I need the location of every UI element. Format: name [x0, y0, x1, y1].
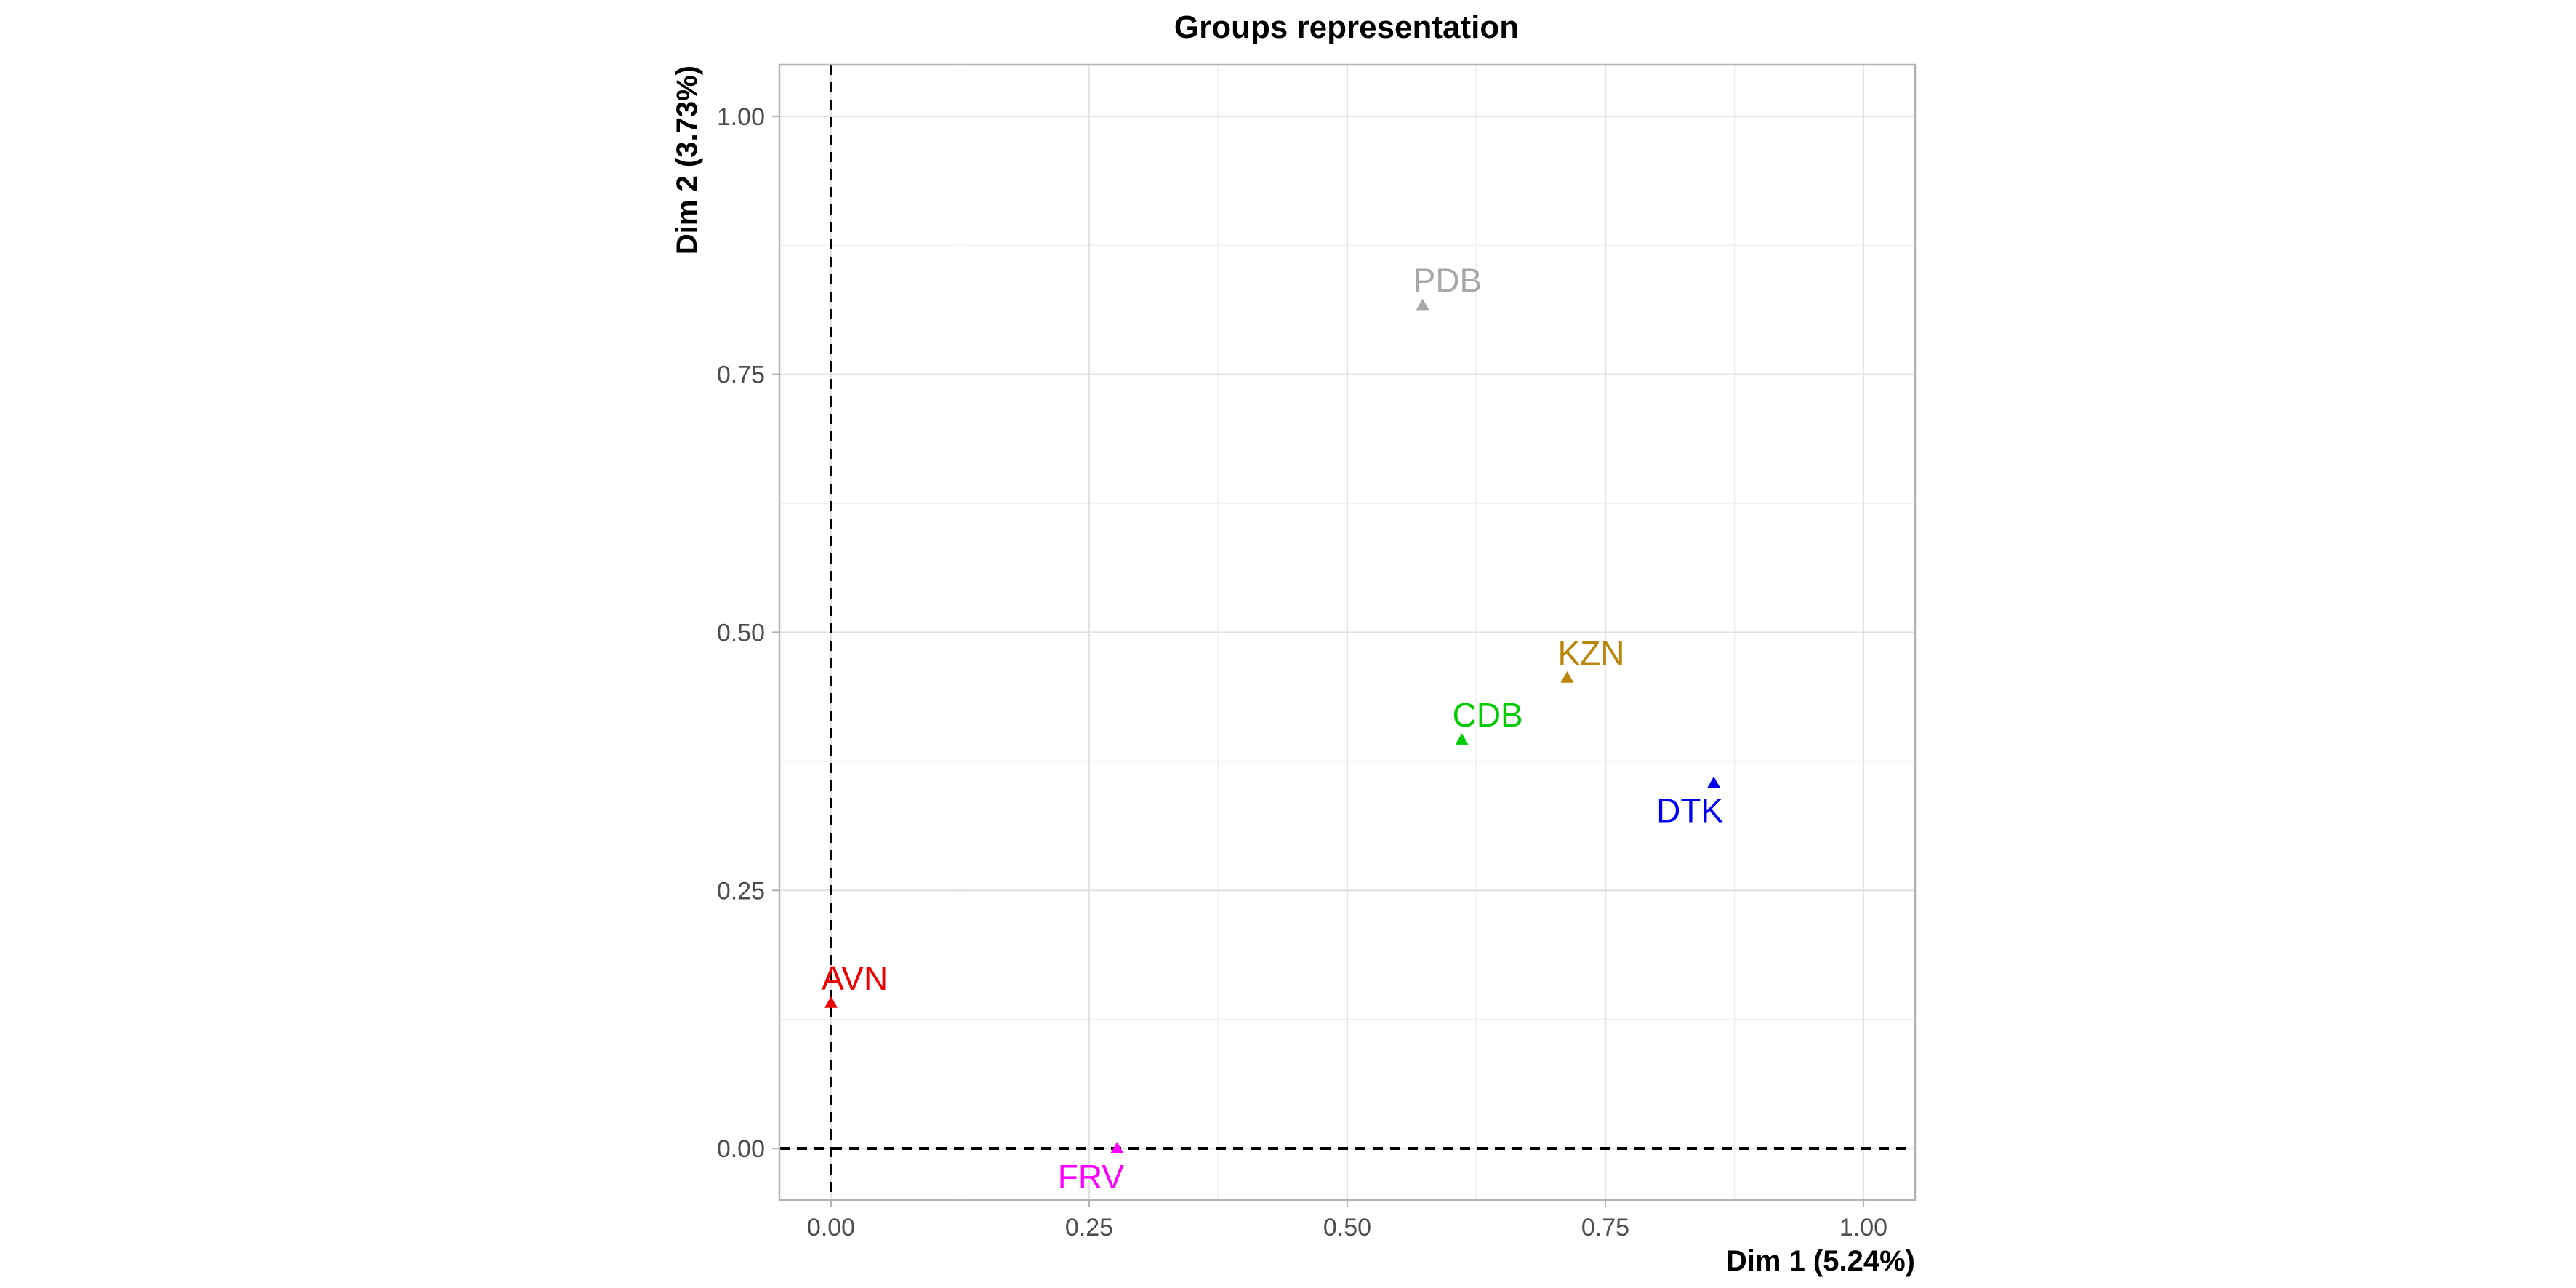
point-marker-kzn	[1560, 671, 1574, 683]
data-points: PDB KZN CDB DTK AVN FRV	[822, 262, 1723, 1196]
point-marker-pdb	[1416, 298, 1429, 311]
point-marker-cdb	[1455, 733, 1469, 745]
y-tick-label: 0.00	[717, 1135, 765, 1163]
grid-major	[779, 65, 1915, 1200]
y-tick-label: 0.75	[717, 361, 765, 389]
x-tick-label: 0.75	[1581, 1214, 1629, 1241]
point-label-avn: AVN	[822, 959, 888, 997]
point-marker-dtk	[1707, 776, 1721, 788]
point-marker-frv	[1110, 1142, 1124, 1153]
x-tick-label: 0.25	[1065, 1214, 1113, 1241]
y-tick-label: 0.25	[717, 877, 765, 905]
x-tick-label: 1.00	[1839, 1214, 1887, 1241]
chart-title: Groups representation	[1174, 9, 1519, 45]
x-tick-label: 0.00	[807, 1214, 855, 1241]
reference-lines	[779, 65, 1915, 1200]
point-label-dtk: DTK	[1656, 792, 1723, 830]
y-axis-ticks: 0.00 0.25 0.50 0.75 1.00	[717, 103, 779, 1163]
x-axis-title: Dim 1 (5.24%)	[1726, 1245, 1915, 1277]
y-tick-label: 1.00	[717, 103, 765, 131]
y-tick-label: 0.50	[717, 620, 765, 647]
y-axis-title: Dim 2 (3.73%)	[671, 65, 703, 255]
point-label-kzn: KZN	[1557, 634, 1624, 672]
x-tick-label: 0.50	[1323, 1214, 1371, 1241]
point-label-frv: FRV	[1058, 1158, 1124, 1196]
point-label-cdb: CDB	[1453, 696, 1523, 734]
x-axis-ticks: 0.00 0.25 0.50 0.75 1.00	[807, 1200, 1887, 1241]
point-label-pdb: PDB	[1413, 262, 1482, 300]
point-marker-avn	[824, 996, 838, 1008]
